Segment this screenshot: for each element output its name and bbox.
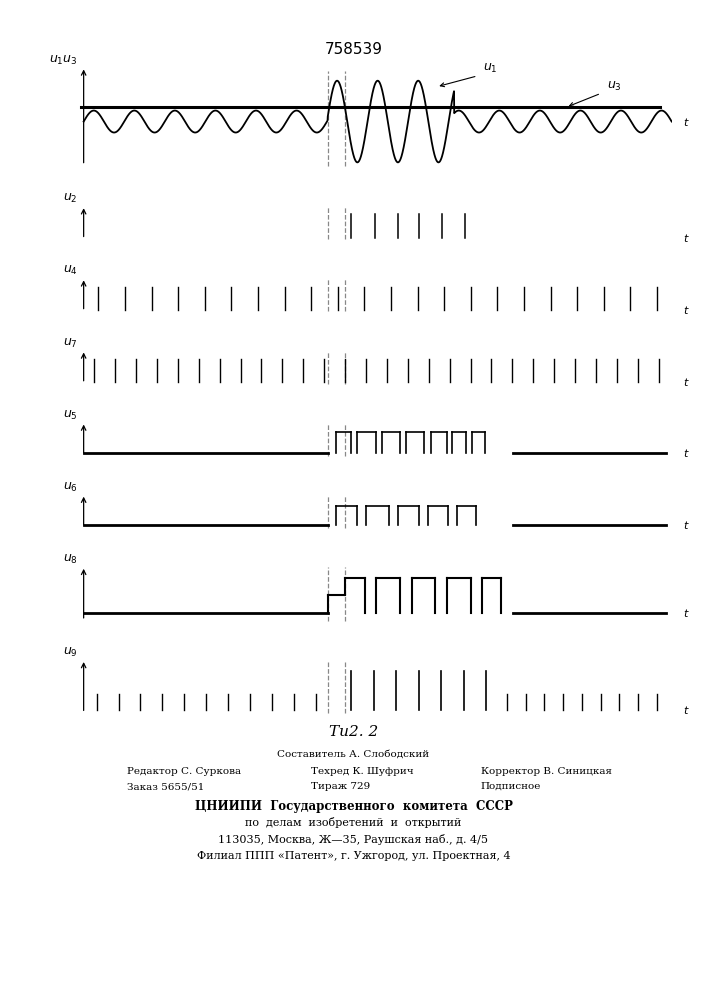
Text: $u_7$: $u_7$ bbox=[63, 336, 78, 350]
Text: $t$: $t$ bbox=[684, 447, 690, 459]
Text: 113035, Москва, Ж—35, Раушская наб., д. 4/5: 113035, Москва, Ж—35, Раушская наб., д. … bbox=[218, 834, 489, 845]
Text: $t$: $t$ bbox=[684, 376, 690, 388]
Text: $u_2$: $u_2$ bbox=[63, 192, 78, 205]
Text: $t$: $t$ bbox=[684, 304, 690, 316]
Text: Τu2. 2: Τu2. 2 bbox=[329, 725, 378, 739]
Text: $u_8$: $u_8$ bbox=[63, 553, 78, 566]
Text: Заказ 5655/51: Заказ 5655/51 bbox=[127, 782, 204, 791]
Text: $u_5$: $u_5$ bbox=[63, 409, 78, 422]
Text: Тираж 729: Тираж 729 bbox=[311, 782, 370, 791]
Text: $u_6$: $u_6$ bbox=[63, 481, 78, 494]
Text: 758539: 758539 bbox=[325, 42, 382, 57]
Text: $u_9$: $u_9$ bbox=[63, 646, 78, 659]
Text: Подписное: Подписное bbox=[481, 782, 541, 791]
Text: Корректор В. Синицкая: Корректор В. Синицкая bbox=[481, 767, 612, 776]
Text: по  делам  изобретений  и  открытий: по делам изобретений и открытий bbox=[245, 817, 462, 828]
Text: Филиал ППП «Патент», г. Ужгород, ул. Проектная, 4: Филиал ППП «Патент», г. Ужгород, ул. Про… bbox=[197, 851, 510, 861]
Text: Редактор С. Суркова: Редактор С. Суркова bbox=[127, 767, 241, 776]
Text: $t$: $t$ bbox=[684, 607, 690, 619]
Text: $u_4$: $u_4$ bbox=[63, 264, 78, 277]
Text: ЦНИИПИ  Государственного  комитета  СССР: ЦНИИПИ Государственного комитета СССР bbox=[194, 800, 513, 813]
Text: $u_1$: $u_1$ bbox=[484, 62, 498, 75]
Text: $t$: $t$ bbox=[684, 519, 690, 531]
Text: $t$: $t$ bbox=[684, 116, 690, 128]
Text: Составитель А. Слободский: Составитель А. Слободский bbox=[277, 750, 430, 759]
Text: $u_3$: $u_3$ bbox=[607, 80, 621, 93]
Text: $t$: $t$ bbox=[684, 704, 690, 716]
Text: Техред К. Шуфрич: Техред К. Шуфрич bbox=[311, 767, 414, 776]
Text: $t$: $t$ bbox=[684, 232, 690, 244]
Text: $u_1u_3$: $u_1u_3$ bbox=[49, 53, 78, 67]
